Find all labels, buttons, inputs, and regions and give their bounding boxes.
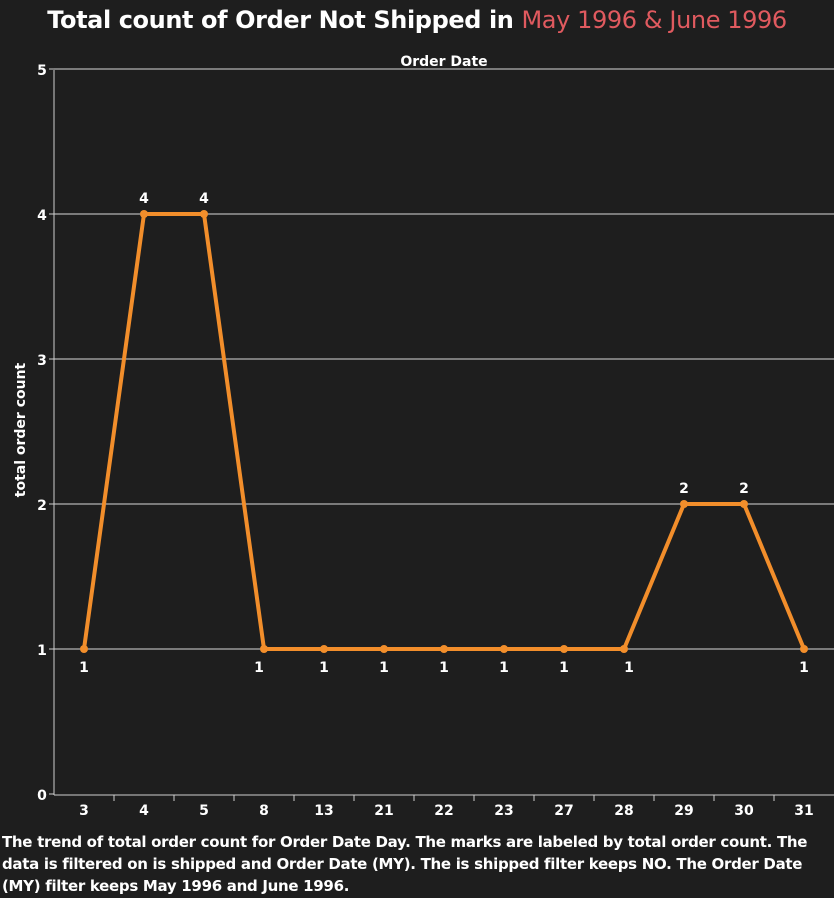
data-point-23 <box>500 645 508 653</box>
x-tick-label-13: 13 <box>314 803 333 819</box>
data-point-5 <box>200 210 208 218</box>
data-label-5: 4 <box>199 191 209 207</box>
data-label-28: 1 <box>624 660 634 676</box>
chart-title-highlight: May 1996 & June 1996 <box>521 6 788 34</box>
y-tick-label-5: 5 <box>37 63 47 79</box>
x-tick-label-4: 4 <box>139 803 149 819</box>
data-label-3: 1 <box>79 660 89 676</box>
x-axis-ticks: 3 4 5 8 13 21 22 23 27 28 29 30 31 <box>79 795 814 819</box>
y-tick-label-0: 0 <box>37 788 47 804</box>
data-label-8: 1 <box>254 660 264 676</box>
x-tick-label-22: 22 <box>434 803 453 819</box>
y-tick-label-4: 4 <box>37 208 47 224</box>
x-tick-label-23: 23 <box>494 803 513 819</box>
x-tick-label-28: 28 <box>614 803 633 819</box>
series-line <box>82 212 806 651</box>
x-tick-label-21: 21 <box>374 803 393 819</box>
data-point-27 <box>560 645 568 653</box>
data-point-28 <box>620 645 628 653</box>
data-point-8 <box>260 645 268 653</box>
data-label-21: 1 <box>379 660 389 676</box>
data-point-13 <box>320 645 328 653</box>
x-tick-label-8: 8 <box>259 803 269 819</box>
x-tick-label-5: 5 <box>199 803 209 819</box>
data-point-31 <box>800 645 808 653</box>
data-point-29 <box>680 500 688 508</box>
x-tick-label-29: 29 <box>674 803 693 819</box>
y-axis-ticks: 0 1 2 3 4 5 <box>37 63 54 804</box>
y-tick-label-3: 3 <box>37 353 47 369</box>
data-label-31: 1 <box>799 660 809 676</box>
gridlines <box>54 68 834 650</box>
series-total-order-count <box>80 210 808 653</box>
data-point-3 <box>80 645 88 653</box>
x-tick-label-27: 27 <box>554 803 573 819</box>
data-point-4 <box>140 210 148 218</box>
data-label-23: 1 <box>499 660 509 676</box>
data-label-30: 2 <box>739 481 749 497</box>
x-tick-label-3: 3 <box>79 803 89 819</box>
data-labels: 1 4 4 1 1 1 1 1 1 1 2 2 1 <box>79 191 809 676</box>
data-label-22: 1 <box>439 660 449 676</box>
x-tick-label-30: 30 <box>734 803 754 819</box>
chart-title-main: Total count of Order Not Shipped in <box>47 6 514 34</box>
data-label-27: 1 <box>559 660 569 676</box>
data-point-22 <box>440 645 448 653</box>
x-axis-title: Order Date <box>400 54 487 70</box>
data-point-21 <box>380 645 388 653</box>
chart-title: Total count of Order Not Shipped in May 1… <box>0 6 834 34</box>
y-axis-title: total order count <box>13 362 29 497</box>
data-label-4: 4 <box>139 191 149 207</box>
data-label-13: 1 <box>319 660 329 676</box>
chart-caption: The trend of total order count for Order… <box>2 833 808 895</box>
x-tick-label-31: 31 <box>794 803 813 819</box>
data-point-30 <box>740 500 748 508</box>
y-tick-label-2: 2 <box>37 498 47 514</box>
y-tick-label-1: 1 <box>37 643 47 659</box>
data-label-29: 2 <box>679 481 689 497</box>
